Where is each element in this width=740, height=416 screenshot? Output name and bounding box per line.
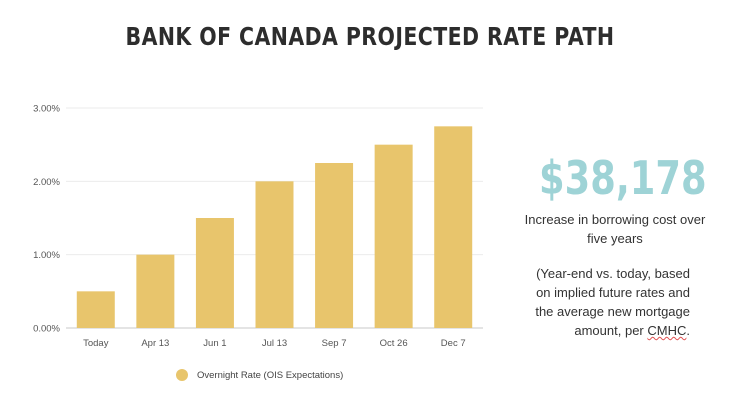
x-tick-label: Oct 26: [380, 338, 408, 349]
legend-label: Overnight Rate (OIS Expectations): [197, 369, 344, 381]
legend-swatch: [176, 369, 188, 381]
note-source: CMHC: [647, 323, 687, 338]
bar-chart: 0.00% 1.00% 2.00% 3.00% Today Apr 13 Jun 1 Jul …: [33, 104, 483, 349]
chart-legend: Overnight Rate (OIS Expectations): [176, 369, 343, 381]
bar: [315, 163, 354, 328]
y-tick-label: 3.00%: [33, 104, 60, 115]
x-tick-label: Sep 7: [322, 338, 347, 349]
bar: [434, 126, 473, 328]
x-tick-label: Today: [83, 338, 109, 349]
x-tick-label: Dec 7: [441, 338, 466, 349]
note-text: (Year-end vs. today, based on implied fu…: [535, 266, 690, 338]
x-tick-label: Apr 13: [141, 338, 169, 349]
note-end: .: [686, 323, 690, 338]
x-tick-label: Jul 13: [262, 338, 287, 349]
chart-title: BANK OF CANADA PROJECTED RATE PATH: [125, 22, 615, 51]
x-tick-label: Jun 1: [203, 338, 226, 349]
bar: [374, 144, 413, 328]
y-tick-label: 2.00%: [33, 177, 60, 188]
bar: [255, 181, 294, 328]
bar: [136, 254, 175, 328]
bar: [76, 291, 115, 328]
cost-caption: Increase in borrowing cost over five yea…: [524, 212, 706, 246]
bar: [195, 218, 234, 328]
cost-callout: $38,178 Increase in borrowing cost over …: [520, 150, 710, 340]
cost-note: (Year-end vs. today, based on implied fu…: [520, 264, 710, 340]
y-tick-label: 0.00%: [33, 324, 60, 335]
y-tick-label: 1.00%: [33, 250, 60, 261]
cost-value: $38,178: [539, 151, 707, 205]
